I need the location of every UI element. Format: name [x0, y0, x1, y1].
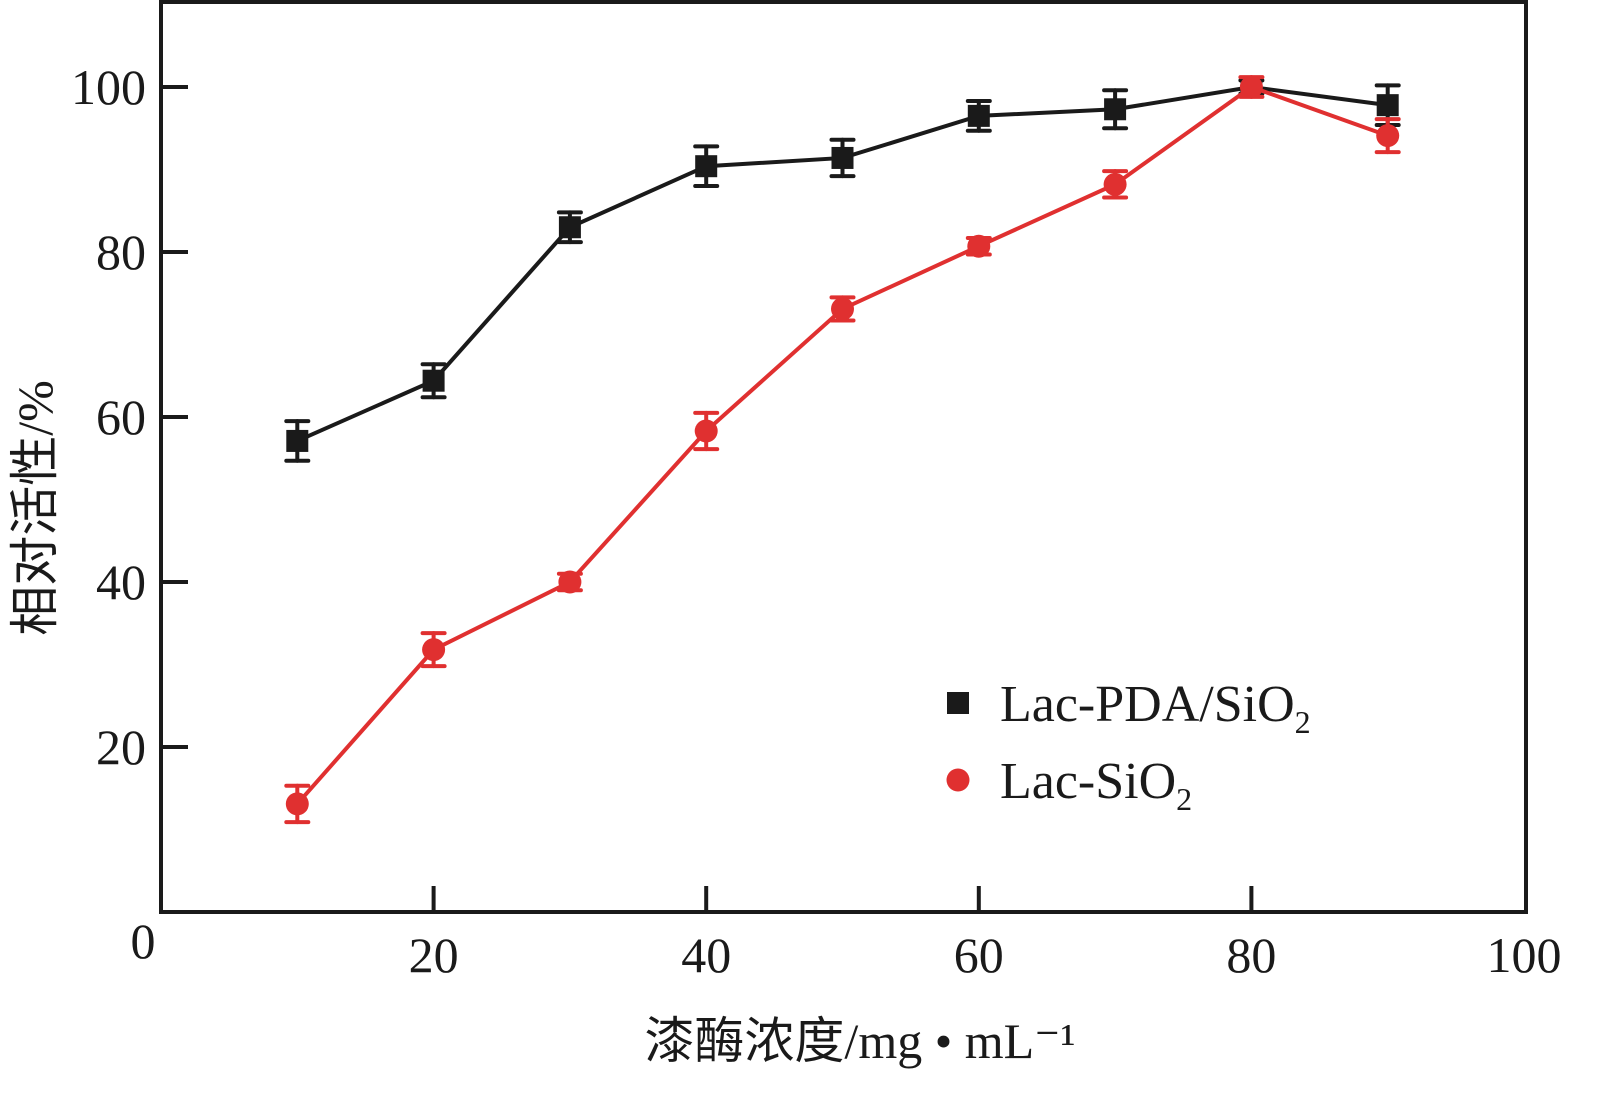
x-axis-label: 漆酶浓度/mg • mL⁻¹ [644, 1013, 1075, 1069]
data-point [558, 216, 581, 239]
series-1 [284, 76, 1401, 463]
series-2 [284, 75, 1401, 825]
legend-marker-square [947, 692, 969, 714]
legend-label: Lac-PDA/SiO2 [1000, 676, 1311, 740]
legend-label-main: Lac-SiO [1000, 753, 1176, 810]
data-point [831, 146, 854, 169]
data-point [967, 234, 991, 258]
x-tick-label: 40 [681, 927, 731, 983]
y-tick-label: 100 [71, 59, 146, 115]
x-tick-label: 60 [954, 927, 1004, 983]
data-point [1103, 172, 1127, 196]
x-tick-label: 80 [1226, 927, 1276, 983]
data-point [422, 638, 446, 662]
y-axis-label: 相对活性/% [7, 380, 63, 636]
data-point [285, 792, 309, 816]
x-tick-label: 20 [409, 927, 459, 983]
x-tick-label: 100 [1487, 927, 1562, 983]
y-tick-label: 20 [96, 719, 146, 775]
data-point [558, 570, 582, 594]
data-point [1104, 98, 1127, 121]
data-point [695, 155, 718, 178]
data-point [831, 297, 854, 321]
y-tick-label: 80 [96, 224, 146, 280]
data-point [1239, 75, 1263, 99]
legend-marker-circle [946, 768, 970, 792]
y-tick-label: 40 [96, 554, 146, 610]
legend-label-main: Lac-PDA/SiO [1000, 676, 1295, 733]
plot-frame [159, 0, 1528, 914]
axis-ticks: 0 20 40 60 80 100 20 40 60 80 100 [71, 59, 1562, 983]
data-point [967, 104, 990, 127]
data-point [1376, 124, 1400, 148]
legend-label: Lac-SiO2 [1000, 753, 1192, 817]
x-tick-label: 0 [131, 913, 156, 969]
data-point [422, 369, 445, 392]
plot-marks [284, 75, 1401, 825]
data-point [694, 419, 718, 443]
legend-label-subscript: 2 [1176, 781, 1192, 817]
y-tick-label: 60 [96, 389, 146, 445]
data-point [286, 429, 309, 452]
legend-label-subscript: 2 [1295, 704, 1311, 740]
data-point [1376, 94, 1399, 117]
